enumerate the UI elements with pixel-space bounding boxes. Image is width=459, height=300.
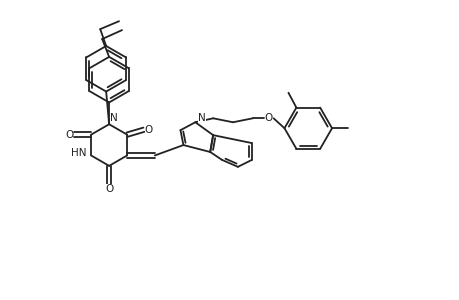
- Text: N: N: [110, 113, 118, 123]
- Text: O: O: [105, 184, 113, 194]
- Text: O: O: [145, 125, 153, 135]
- Text: O: O: [65, 130, 73, 140]
- Text: HN: HN: [71, 148, 87, 158]
- Text: N: N: [198, 113, 206, 123]
- Text: O: O: [264, 113, 272, 123]
